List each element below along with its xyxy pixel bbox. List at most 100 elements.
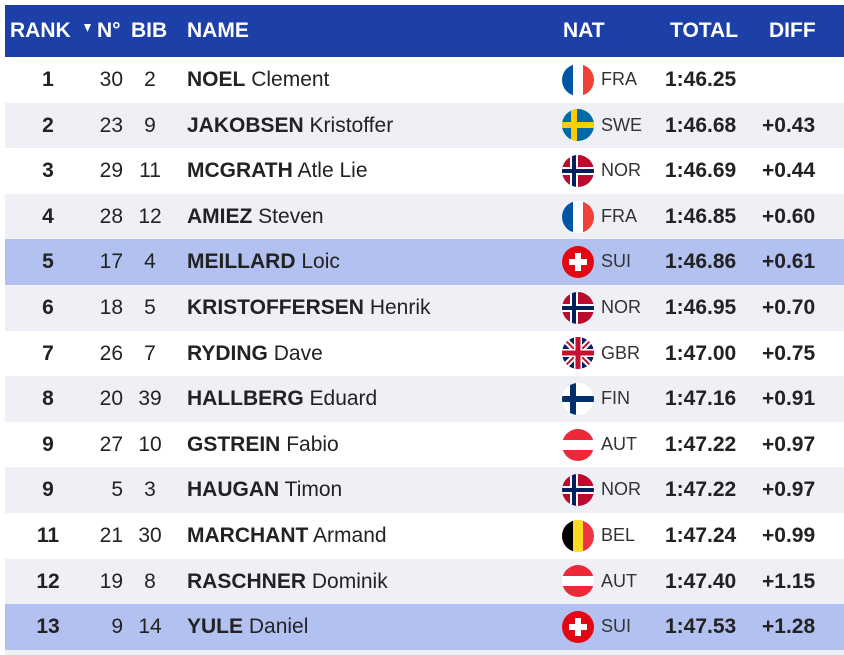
firstname: Timon — [284, 478, 343, 502]
rank: 9 — [42, 478, 54, 502]
table-row[interactable]: 2 23 9 JAKOBSEN Kristoffer SWE 1:46.68 +0.43 — [5, 102, 844, 149]
nationality: NOR — [601, 160, 641, 181]
surname: GSTREIN — [187, 432, 281, 456]
athlete-name: MCGRATH Atle Lie — [187, 148, 368, 194]
table-row[interactable]: 9 5 3 HAUGAN Timon NOR 1:47.22 +0.97 — [5, 467, 844, 513]
flag — [562, 291, 594, 324]
firstname: Dave — [273, 341, 323, 365]
bib: 7 — [144, 341, 156, 365]
time-diff: +1.28 — [762, 615, 816, 639]
table-row[interactable]: 5 17 4 MEILLARD Loic SUI 1:46.86 +0.61 — [5, 239, 844, 285]
nationality: FRA — [601, 205, 637, 226]
bib: 3 — [144, 478, 156, 502]
table-row[interactable]: 13 9 14 YULE Daniel SUI 1:47.53 +1.28 — [5, 604, 844, 650]
flag-part — [562, 449, 594, 461]
table-header: RANK N° BIB NAME NAT TOTAL DIFF — [5, 5, 844, 57]
firstname: Kristoffer — [309, 113, 394, 137]
flag-part — [583, 63, 594, 96]
table-footer — [5, 650, 844, 655]
sort-arrow — [84, 24, 91, 32]
start-number: 26 — [99, 341, 123, 365]
athlete-name: NOEL Clement — [187, 57, 329, 103]
nationality: SUI — [601, 251, 632, 272]
rank: 13 — [36, 615, 60, 639]
firstname: Dominik — [311, 569, 388, 593]
time-diff: +1.15 — [762, 569, 816, 593]
time-diff: +0.97 — [762, 432, 816, 456]
header-diff[interactable]: DIFF — [769, 19, 816, 42]
bib: 4 — [144, 250, 156, 274]
firstname: Armand — [313, 524, 387, 547]
flag-part — [562, 565, 594, 577]
total-time: 1:46.69 — [665, 159, 737, 183]
total-time: 1:47.53 — [665, 615, 737, 639]
header-no: N° — [97, 19, 121, 42]
header-name[interactable]: NAME — [187, 19, 249, 42]
time-diff: +0.61 — [762, 250, 816, 274]
nationality: FRA — [601, 69, 637, 89]
athlete-name: HAUGAN Timon — [187, 467, 342, 513]
surname: KRISTOFFERSEN — [187, 296, 364, 319]
athlete-name: MARCHANT Armand — [187, 513, 387, 559]
total-time: 1:47.16 — [665, 387, 737, 411]
rank: 11 — [36, 524, 60, 547]
firstname: Clement — [251, 68, 330, 91]
athlete-name: MEILLARD Loic — [187, 239, 340, 285]
table-row[interactable]: 6 18 5 KRISTOFFERSEN Henrik NOR 1:46.95 +0.70 — [5, 285, 844, 331]
table-row[interactable]: 3 29 11 MCGRATH Atle Lie NOR 1:46.69 +0.44 — [5, 148, 844, 194]
start-number: 18 — [99, 296, 123, 319]
athlete-name: HALLBERG Eduard — [187, 376, 377, 422]
rank: 5 — [42, 250, 54, 274]
nationality: SUI — [601, 616, 632, 637]
flag-part — [562, 519, 573, 552]
surname: MARCHANT — [187, 524, 309, 547]
flag-part — [583, 200, 594, 233]
firstname: Fabio — [286, 432, 339, 456]
table-row[interactable]: 11 21 30 MARCHANT Armand BEL 1:47.24 +0.99 — [5, 513, 844, 559]
athlete-name: RYDING Dave — [187, 331, 323, 377]
start-number: 23 — [99, 113, 123, 137]
firstname: Eduard — [309, 387, 378, 411]
flag-part — [562, 395, 594, 402]
rank: 7 — [42, 341, 54, 365]
athlete-name: JAKOBSEN Kristoffer — [187, 103, 393, 149]
flag-part — [562, 488, 594, 493]
table-row[interactable]: 12 19 8 RASCHNER Dominik AUT 1:47.40 +1.15 — [5, 558, 844, 605]
nationality: AUT — [601, 570, 637, 591]
time-diff: +0.60 — [762, 204, 816, 228]
header-total[interactable]: TOTAL — [670, 19, 739, 42]
flag — [562, 382, 594, 415]
start-number: 28 — [99, 204, 123, 228]
header-nat[interactable]: NAT — [563, 19, 605, 42]
rank: 9 — [42, 432, 54, 456]
time-diff: +0.44 — [762, 159, 816, 183]
bib: 12 — [138, 204, 162, 228]
table-row[interactable]: 8 20 39 HALLBERG Eduard FIN 1:47.16 +0.91 — [5, 376, 844, 422]
flag — [562, 474, 594, 507]
flag-part — [562, 122, 594, 129]
time-diff: +0.70 — [762, 296, 816, 319]
time-diff: +0.43 — [762, 113, 816, 137]
firstname: Loic — [301, 250, 340, 274]
total-time: 1:47.22 — [665, 432, 737, 456]
nationality: BEL — [601, 525, 636, 545]
athlete-name: YULE Daniel — [187, 604, 308, 650]
flag — [562, 610, 594, 643]
table-row[interactable]: 9 27 10 GSTREIN Fabio AUT 1:47.22 +0.97 — [5, 421, 844, 468]
table-row[interactable]: 4 28 12 AMIEZ Steven FRA 1:46.85 +0.60 — [5, 193, 844, 240]
flag-part — [562, 350, 594, 356]
flag — [562, 63, 594, 96]
table-row[interactable]: 7 26 7 RYDING Dave GBR 1:47.00 +0.75 — [5, 330, 844, 377]
rank: 12 — [36, 569, 60, 593]
header-bib: BIB — [131, 19, 168, 42]
flag — [562, 428, 594, 461]
header-rank[interactable]: RANK — [10, 19, 71, 42]
athlete-name: GSTREIN Fabio — [187, 422, 339, 468]
rank: 8 — [42, 387, 54, 411]
flag — [562, 337, 594, 370]
nationality: AUT — [601, 433, 637, 454]
table-row[interactable]: 1 30 2 NOEL Clement FRA 1:46.25 — [5, 57, 844, 103]
bib: 10 — [138, 432, 162, 456]
firstname: Daniel — [248, 615, 309, 639]
total-time: 1:46.25 — [665, 68, 737, 91]
